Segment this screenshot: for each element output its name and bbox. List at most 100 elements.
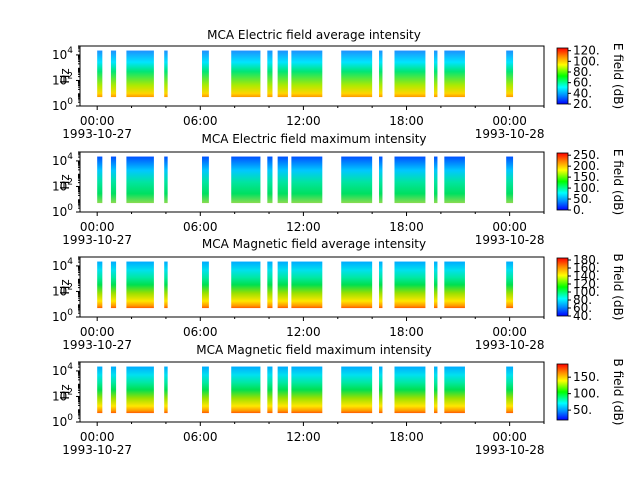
x-tick-label: 18:00 bbox=[389, 220, 424, 234]
colorbar-tick-label: 100. bbox=[573, 285, 600, 299]
x-tick-label: 00:00 bbox=[80, 325, 115, 339]
x-tick-label: 18:00 bbox=[389, 325, 424, 339]
spectrogram-band bbox=[277, 366, 288, 414]
spectrogram-band bbox=[126, 156, 154, 204]
colorbar-tick-label: 100. bbox=[573, 181, 600, 195]
y-axis-label: Hz bbox=[58, 384, 72, 399]
spectrogram-band bbox=[164, 156, 168, 204]
colorbar-tick-label: 20. bbox=[573, 97, 592, 111]
spectrogram-band bbox=[291, 156, 323, 204]
y-tick-label: 100 bbox=[52, 413, 73, 429]
spectrogram-band bbox=[110, 50, 117, 98]
colorbar-tick-label: 80. bbox=[573, 293, 592, 307]
spectrogram-band bbox=[202, 366, 209, 414]
y-axis-label: Hz bbox=[58, 68, 72, 83]
x-tick-label: 12:00 bbox=[286, 430, 321, 444]
spectrogram-band bbox=[267, 156, 273, 204]
panel-electric-average: MCA Electric field average intensity Hz … bbox=[52, 28, 625, 141]
spectrogram-band bbox=[341, 156, 373, 204]
spectrogram-band bbox=[291, 261, 323, 309]
spectrogram-band bbox=[164, 366, 168, 414]
spectrogram-band bbox=[379, 50, 383, 98]
colorbar-tick-label: 50. bbox=[573, 192, 592, 206]
panel-title: MCA Magnetic field maximum intensity bbox=[196, 343, 432, 357]
y-tick-label: 100 bbox=[52, 203, 73, 219]
x-tick-label: 06:00 bbox=[183, 325, 218, 339]
panel-title: MCA Electric field average intensity bbox=[207, 28, 421, 42]
panel-magnetic-average: MCA Magnetic field average intensity Hz … bbox=[52, 237, 625, 352]
y-tick-label: 100 bbox=[52, 308, 73, 324]
colorbar bbox=[556, 257, 569, 317]
spectrogram-band bbox=[164, 50, 168, 98]
panel-title: MCA Magnetic field average intensity bbox=[202, 237, 426, 251]
colorbar-tick-label: 40. bbox=[573, 309, 592, 323]
x-tick-label: 06:00 bbox=[183, 430, 218, 444]
spectrogram-band bbox=[231, 366, 261, 414]
spectrogram-band bbox=[202, 261, 209, 309]
x-tick-label: 00:00 bbox=[492, 430, 527, 444]
spectrogram-band bbox=[341, 50, 373, 98]
spectrogram-band bbox=[277, 50, 288, 98]
colorbar-tick-label: 250. bbox=[573, 148, 600, 162]
spectrogram-band bbox=[97, 261, 103, 309]
colorbar-tick-label: 40. bbox=[573, 86, 592, 100]
y-tick-label: 104 bbox=[52, 257, 73, 273]
x-tick-label: 00:00 bbox=[492, 325, 527, 339]
plot-frame bbox=[79, 361, 545, 423]
spectrogram-band bbox=[444, 156, 465, 204]
y-tick-label: 102 bbox=[52, 71, 73, 87]
y-axis-label: Hz bbox=[58, 174, 72, 189]
spectrogram-band bbox=[277, 261, 288, 309]
spectrogram-band bbox=[341, 261, 373, 309]
spectrogram-band bbox=[379, 261, 383, 309]
spectrogram-band bbox=[231, 50, 261, 98]
x-tick-label: 00:00 bbox=[492, 220, 527, 234]
colorbar-tick-label: 120. bbox=[573, 44, 600, 58]
x-tick-label: 12:00 bbox=[286, 114, 321, 128]
x-tick-date: 1993-10-27 bbox=[62, 127, 132, 141]
y-tick-label: 100 bbox=[52, 97, 73, 113]
colorbar-tick-label: 0. bbox=[573, 203, 584, 217]
spectrogram-band bbox=[341, 366, 373, 414]
x-tick-date: 1993-10-28 bbox=[475, 443, 545, 457]
spectrogram-band bbox=[267, 50, 273, 98]
spectrogram-band bbox=[506, 156, 514, 204]
x-tick-label: 00:00 bbox=[80, 114, 115, 128]
colorbar-label: E field (dB) bbox=[611, 43, 625, 109]
x-tick-label: 00:00 bbox=[492, 114, 527, 128]
spectrogram-band bbox=[97, 156, 103, 204]
colorbar-tick-label: 140. bbox=[573, 269, 600, 283]
spectrogram-band bbox=[126, 366, 154, 414]
x-tick-label: 00:00 bbox=[80, 430, 115, 444]
colorbar bbox=[556, 363, 569, 421]
spectrogram-band bbox=[444, 261, 465, 309]
colorbar-label: B field (dB) bbox=[611, 359, 625, 426]
y-tick-label: 102 bbox=[52, 177, 73, 193]
spectrogram-band bbox=[394, 261, 426, 309]
colorbar-tick-label: 180. bbox=[573, 253, 600, 267]
panel-electric-maximum: MCA Electric field maximum intensity Hz … bbox=[52, 132, 625, 247]
x-tick-date: 1993-10-27 bbox=[62, 338, 132, 352]
spectrogram-band bbox=[231, 261, 261, 309]
x-tick-label: 06:00 bbox=[183, 114, 218, 128]
x-tick-label: 12:00 bbox=[286, 220, 321, 234]
spectrogram-band bbox=[379, 156, 383, 204]
spectrogram-band bbox=[291, 50, 323, 98]
panel-magnetic-maximum: MCA Magnetic field maximum intensity Hz … bbox=[52, 343, 625, 457]
spectrogram-band bbox=[110, 156, 117, 204]
y-tick-label: 104 bbox=[52, 152, 73, 168]
spectrogram-band bbox=[202, 50, 209, 98]
colorbar bbox=[556, 47, 569, 105]
spectrogram-band bbox=[97, 50, 103, 98]
plot-frame bbox=[79, 151, 545, 213]
x-tick-label: 00:00 bbox=[80, 220, 115, 234]
colorbar-tick-label: 100. bbox=[573, 387, 600, 401]
spectrogram-band bbox=[506, 261, 514, 309]
spectrogram-band bbox=[444, 366, 465, 414]
spectrogram-band bbox=[267, 366, 273, 414]
spectrogram-band bbox=[394, 156, 426, 204]
colorbar-tick-label: 50. bbox=[573, 403, 592, 417]
spectrogram-band bbox=[110, 366, 117, 414]
panel-title: MCA Electric field maximum intensity bbox=[201, 132, 426, 146]
spectrogram-band bbox=[291, 366, 323, 414]
